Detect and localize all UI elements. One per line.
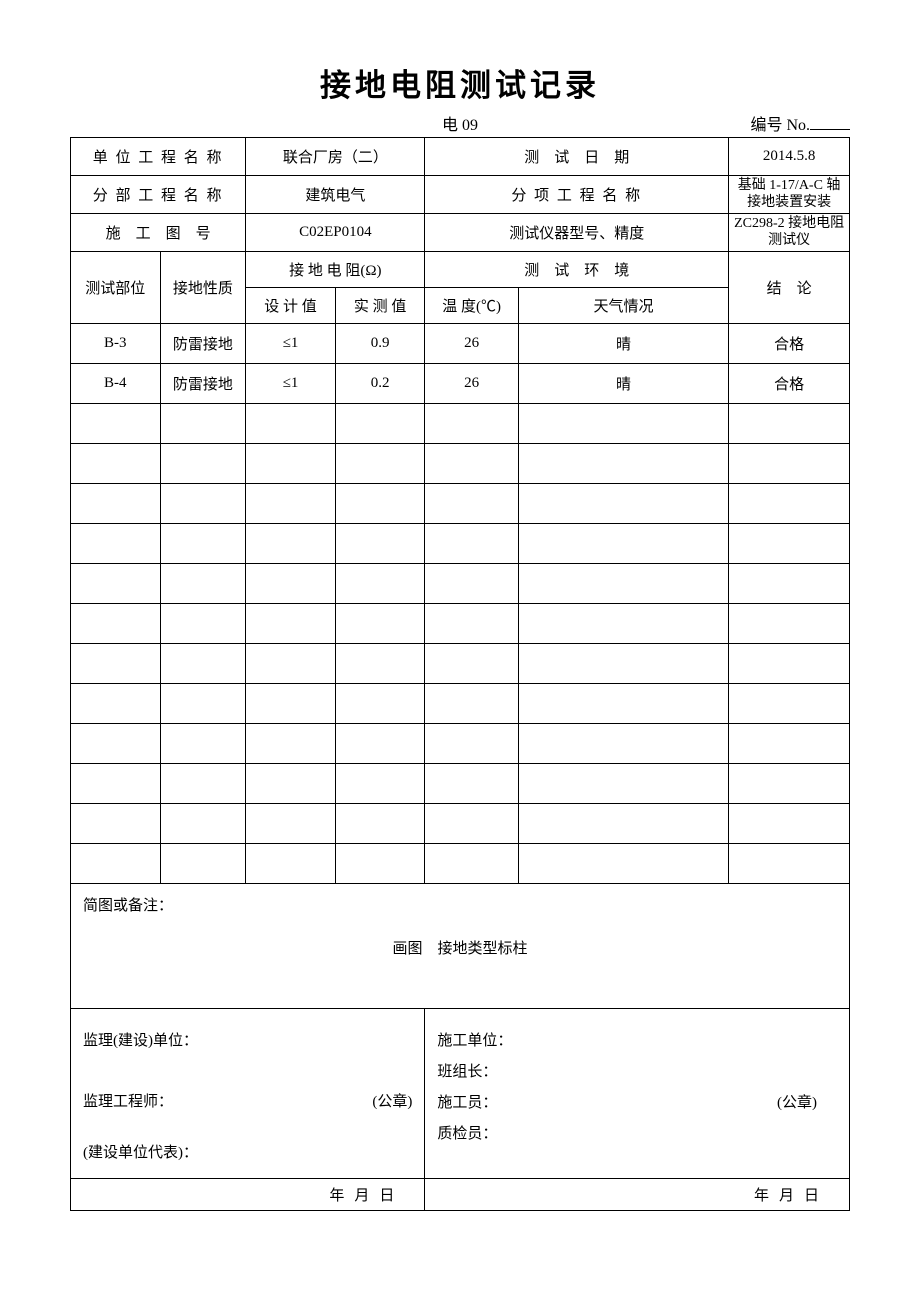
value-instrument: ZC298-2 接地电阻测试仪 — [729, 214, 850, 252]
value-sub-project: 建筑电气 — [246, 176, 425, 214]
table-row-empty — [71, 604, 850, 644]
hdr-temp: 温 度(℃) — [425, 288, 518, 324]
table-row-empty — [71, 684, 850, 724]
table-row-empty — [71, 644, 850, 684]
hdr-weather: 天气情况 — [518, 288, 728, 324]
cell: 合格 — [729, 324, 850, 364]
cell: 防雷接地 — [160, 324, 246, 364]
hdr-measured: 实 测 值 — [335, 288, 425, 324]
label-item-project: 分 项 工 程 名 称 — [425, 176, 729, 214]
cell: 0.9 — [335, 324, 425, 364]
label-sub-project: 分 部 工 程 名 称 — [71, 176, 246, 214]
cell: 晴 — [518, 364, 728, 404]
table-row-empty — [71, 444, 850, 484]
notes-label: 简图或备注： — [83, 894, 837, 915]
cell: B-3 — [71, 324, 161, 364]
label-test-date: 测 试 日 期 — [425, 138, 729, 176]
date-right: 年月日 — [425, 1179, 850, 1211]
table-row-empty — [71, 404, 850, 444]
value-item-project: 基础 1-17/A-C 轴接地装置安装 — [729, 176, 850, 214]
notes-center: 画图 接地类型标柱 — [83, 937, 837, 958]
cell: 0.2 — [335, 364, 425, 404]
table-row: B-4防雷接地≤10.226晴合格 — [71, 364, 850, 404]
table-row: B-3防雷接地≤10.926晴合格 — [71, 324, 850, 364]
hdr-resistance: 接 地 电 阻(Ω) — [246, 252, 425, 288]
date-left: 年月日 — [71, 1179, 425, 1211]
table-row-empty — [71, 564, 850, 604]
cell: 合格 — [729, 364, 850, 404]
hdr-conclusion: 结 论 — [729, 252, 850, 324]
table-row-empty — [71, 524, 850, 564]
label-drawing-no: 施 工 图 号 — [71, 214, 246, 252]
value-drawing-no: C02EP0104 — [246, 214, 425, 252]
sig-right: 施工单位： 班组长： 施工员：(公章) 质检员： — [425, 1009, 850, 1179]
value-test-date: 2014.5.8 — [729, 138, 850, 176]
serial-label: 编号 No. — [750, 111, 850, 135]
table-row-empty — [71, 804, 850, 844]
table-row-empty — [71, 484, 850, 524]
main-table: 单 位 工 程 名 称 联合厂房（二） 测 试 日 期 2014.5.8 分 部… — [70, 137, 850, 1211]
cell: ≤1 — [246, 364, 336, 404]
value-unit-project: 联合厂房（二） — [246, 138, 425, 176]
sig-left: 监理(建设)单位： (公章) 监理工程师： (建设单位代表)： — [71, 1009, 425, 1179]
cell: ≤1 — [246, 324, 336, 364]
table-row-empty — [71, 764, 850, 804]
hdr-position: 测试部位 — [71, 252, 161, 324]
cell: 晴 — [518, 324, 728, 364]
table-row-empty — [71, 844, 850, 884]
cell: 26 — [425, 364, 518, 404]
cell: 防雷接地 — [160, 364, 246, 404]
label-instrument: 测试仪器型号、精度 — [425, 214, 729, 252]
notes-cell: 简图或备注： 画图 接地类型标柱 — [71, 884, 850, 1009]
form-code: 电 09 — [442, 111, 478, 135]
cell: 26 — [425, 324, 518, 364]
page-title: 接地电阻测试记录 — [70, 60, 850, 105]
hdr-env: 测 试 环 境 — [425, 252, 729, 288]
hdr-nature: 接地性质 — [160, 252, 246, 324]
table-row-empty — [71, 724, 850, 764]
hdr-design: 设 计 值 — [246, 288, 336, 324]
label-unit-project: 单 位 工 程 名 称 — [71, 138, 246, 176]
cell: B-4 — [71, 364, 161, 404]
